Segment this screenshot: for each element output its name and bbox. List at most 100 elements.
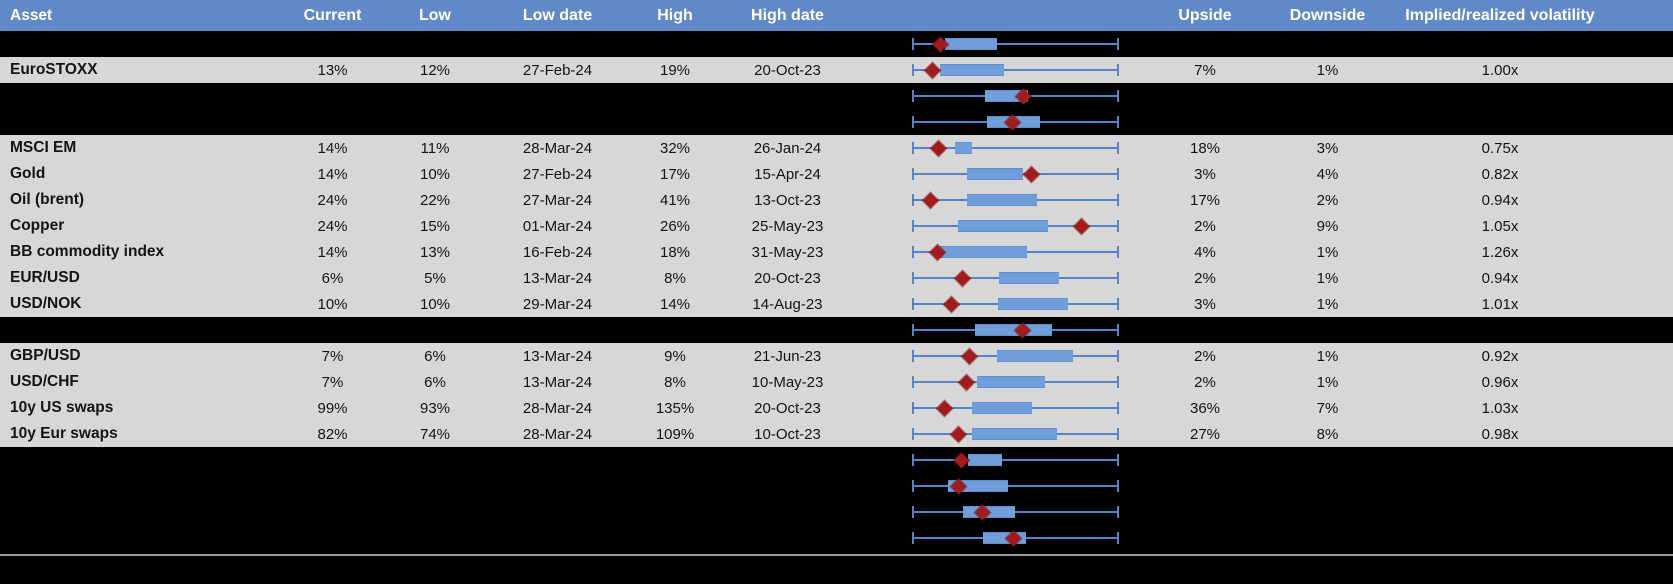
low-value: 6% xyxy=(424,373,446,391)
upside-value: 27% xyxy=(1189,425,1221,443)
upside-value: 36% xyxy=(1189,399,1221,417)
current-value: 6% xyxy=(321,269,344,287)
whisker-cap-right xyxy=(1117,376,1119,388)
table-row: USD/NOK 10% 10% 29-Mar-24 14% 14-Aug-23 … xyxy=(0,291,1673,317)
col-header-asset: Asset xyxy=(10,6,53,24)
diamond-marker xyxy=(1004,114,1020,130)
high-date: 14-Aug-23 xyxy=(752,295,823,313)
diamond-marker xyxy=(937,400,953,416)
high-value: 17% xyxy=(659,165,691,183)
range-boxplot xyxy=(845,57,1140,83)
current-value: 13% xyxy=(317,61,348,79)
high-value: 9% xyxy=(664,347,686,365)
whisker-cap-left xyxy=(912,64,914,76)
diamond-marker xyxy=(1074,218,1090,234)
low-value: 93% xyxy=(419,399,451,417)
col-header-downside: Downside xyxy=(1289,6,1366,24)
current-value: 24% xyxy=(317,191,348,209)
range-boxplot xyxy=(845,239,1140,265)
whisker-cap-right xyxy=(1117,142,1119,154)
range-boxplot xyxy=(845,421,1140,447)
interquartile-box xyxy=(997,350,1073,362)
whisker-cap-left xyxy=(912,194,914,206)
implied-realized-ratio: 1.05x xyxy=(1481,217,1519,235)
low-value: 6% xyxy=(424,347,446,365)
whisker-cap-right xyxy=(1117,64,1119,76)
range-boxplot xyxy=(845,395,1140,421)
table-row: Gold 14% 10% 27-Feb-24 17% 15-Apr-24 3% … xyxy=(0,161,1673,187)
range-boxplot xyxy=(845,109,1140,135)
table-row: GBP/USD 7% 6% 13-Mar-24 9% 21-Jun-23 2% … xyxy=(0,343,1673,369)
range-boxplot xyxy=(845,213,1140,239)
whisker-cap-left xyxy=(912,376,914,388)
range-boxplot xyxy=(845,31,1140,57)
high-date: 13-Oct-23 xyxy=(754,191,821,209)
interquartile-box xyxy=(999,272,1060,284)
interquartile-box xyxy=(976,376,1045,388)
whisker-cap-right xyxy=(1117,480,1119,492)
downside-value: 2% xyxy=(1316,191,1339,209)
diamond-marker xyxy=(930,140,946,156)
interquartile-box xyxy=(998,298,1069,310)
interquartile-box xyxy=(955,142,973,154)
whisker-line xyxy=(913,147,1118,149)
table-row xyxy=(0,31,1673,57)
low-date: 28-Mar-24 xyxy=(522,425,593,443)
whisker-cap-left xyxy=(912,142,914,154)
whisker-line xyxy=(913,459,1118,461)
high-date: 26-Jan-24 xyxy=(753,139,822,157)
implied-realized-ratio: 0.98x xyxy=(1481,425,1519,443)
upside-value: 3% xyxy=(1194,165,1216,183)
interquartile-box xyxy=(967,454,1002,466)
whisker-cap-right xyxy=(1117,194,1119,206)
table-body: EuroSTOXX 13% 12% 27-Feb-24 19% 20-Oct-2… xyxy=(0,31,1673,551)
high-date: 20-Oct-23 xyxy=(754,399,821,417)
interquartile-box xyxy=(958,220,1049,232)
table-row xyxy=(0,499,1673,525)
whisker-cap-right xyxy=(1117,90,1119,102)
whisker-cap-right xyxy=(1117,428,1119,440)
interquartile-box xyxy=(972,428,1057,440)
footer-band xyxy=(0,556,1673,584)
whisker-cap-right xyxy=(1117,402,1119,414)
whisker-cap-left xyxy=(912,168,914,180)
table-row xyxy=(0,83,1673,109)
whisker-cap-right xyxy=(1117,246,1119,258)
diamond-marker xyxy=(1023,166,1039,182)
col-header-low: Low xyxy=(419,6,451,24)
col-header-implied-realized-volatility: Implied/realized volatility xyxy=(1405,6,1595,24)
upside-value: 2% xyxy=(1194,373,1216,391)
low-value: 74% xyxy=(419,425,451,443)
range-boxplot xyxy=(845,83,1140,109)
asset-name: USD/NOK xyxy=(10,295,82,312)
downside-value: 4% xyxy=(1316,165,1339,183)
current-value: 10% xyxy=(317,295,348,313)
implied-realized-ratio: 0.75x xyxy=(1481,139,1519,157)
whisker-cap-left xyxy=(912,506,914,518)
table-row: EUR/USD 6% 5% 13-Mar-24 8% 20-Oct-23 2% … xyxy=(0,265,1673,291)
interquartile-box xyxy=(940,246,1027,258)
whisker-cap-left xyxy=(912,90,914,102)
high-date: 10-Oct-23 xyxy=(754,425,821,443)
downside-value: 7% xyxy=(1316,399,1339,417)
range-boxplot xyxy=(845,291,1140,317)
col-header-upside: Upside xyxy=(1178,6,1232,24)
whisker-cap-right xyxy=(1117,298,1119,310)
table-row: USD/CHF 7% 6% 13-Mar-24 8% 10-May-23 2% … xyxy=(0,369,1673,395)
high-date: 21-Jun-23 xyxy=(753,347,822,365)
whisker-cap-left xyxy=(912,402,914,414)
current-value: 24% xyxy=(317,217,348,235)
col-header-high-date: High date xyxy=(751,6,824,24)
diamond-marker xyxy=(922,192,938,208)
whisker-cap-right xyxy=(1117,168,1119,180)
table-row xyxy=(0,525,1673,551)
whisker-cap-left xyxy=(912,246,914,258)
low-date: 13-Mar-24 xyxy=(522,373,593,391)
high-value: 41% xyxy=(659,191,691,209)
col-header-low-date: Low date xyxy=(522,6,593,24)
whisker-cap-left xyxy=(912,324,914,336)
asset-name: MSCI EM xyxy=(10,139,77,156)
table-row xyxy=(0,447,1673,473)
range-boxplot xyxy=(845,161,1140,187)
whisker-cap-left xyxy=(912,298,914,310)
